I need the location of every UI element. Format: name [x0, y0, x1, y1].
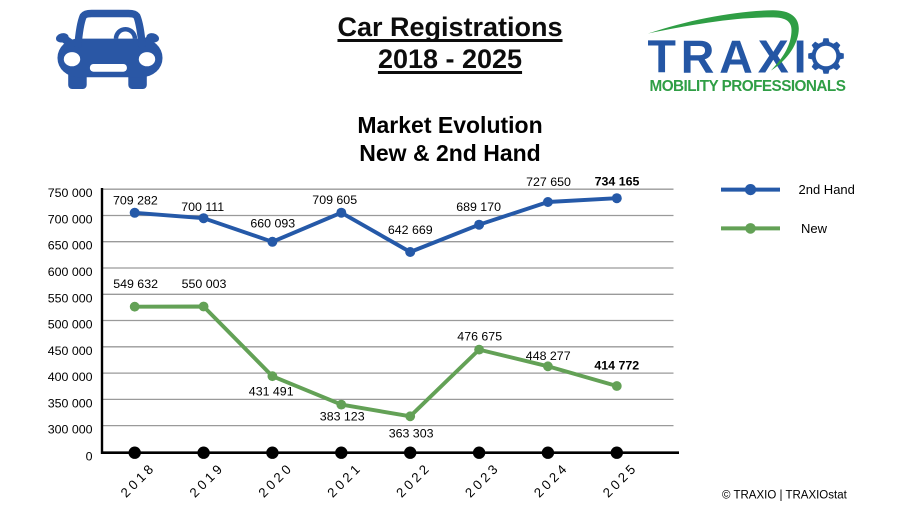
svg-text:0: 0: [86, 450, 93, 464]
svg-text:2025: 2025: [600, 459, 641, 500]
svg-text:734 165: 734 165: [595, 174, 640, 188]
svg-text:400 000: 400 000: [48, 370, 93, 384]
svg-text:500 000: 500 000: [48, 318, 93, 332]
svg-text:476 675: 476 675: [457, 330, 502, 344]
svg-text:550 003: 550 003: [182, 277, 227, 291]
svg-text:448 277: 448 277: [526, 349, 571, 363]
svg-text:MOBILITY PROFESSIONALS: MOBILITY PROFESSIONALS: [650, 78, 846, 95]
svg-text:© TRAXIO | TRAXIOstat: © TRAXIO | TRAXIOstat: [722, 490, 848, 502]
svg-text:727 650: 727 650: [526, 175, 571, 189]
svg-text:2018: 2018: [118, 459, 159, 500]
svg-text:2nd Hand: 2nd Hand: [799, 182, 855, 197]
svg-text:2019: 2019: [187, 459, 228, 500]
svg-text:2023: 2023: [462, 459, 503, 500]
svg-text:660 093: 660 093: [250, 216, 295, 230]
svg-text:2021: 2021: [324, 459, 365, 500]
svg-text:2024: 2024: [531, 459, 572, 500]
svg-text:709 605: 709 605: [312, 193, 357, 207]
svg-text:600 000: 600 000: [48, 265, 93, 279]
svg-text:383 123: 383 123: [320, 410, 365, 424]
svg-text:550 000: 550 000: [48, 291, 93, 305]
svg-text:TRAXI: TRAXI: [648, 31, 812, 83]
svg-text:650 000: 650 000: [48, 239, 93, 253]
svg-text:450 000: 450 000: [48, 344, 93, 358]
svg-text:642 669: 642 669: [388, 223, 433, 237]
svg-text:700 111: 700 111: [181, 200, 224, 214]
svg-text:549 632: 549 632: [113, 277, 158, 291]
svg-text:2022: 2022: [393, 459, 434, 500]
svg-text:414 772: 414 772: [594, 359, 639, 373]
svg-text:New: New: [801, 221, 828, 236]
svg-text:750 000: 750 000: [48, 186, 93, 200]
svg-text:350 000: 350 000: [48, 396, 93, 410]
svg-text:300 000: 300 000: [48, 423, 93, 437]
svg-text:431 491: 431 491: [249, 384, 294, 398]
svg-text:2020: 2020: [255, 459, 296, 500]
svg-text:709 282: 709 282: [113, 194, 158, 208]
svg-text:363 303: 363 303: [389, 427, 434, 441]
svg-text:689 170: 689 170: [456, 200, 501, 214]
svg-text:700 000: 700 000: [48, 213, 93, 227]
